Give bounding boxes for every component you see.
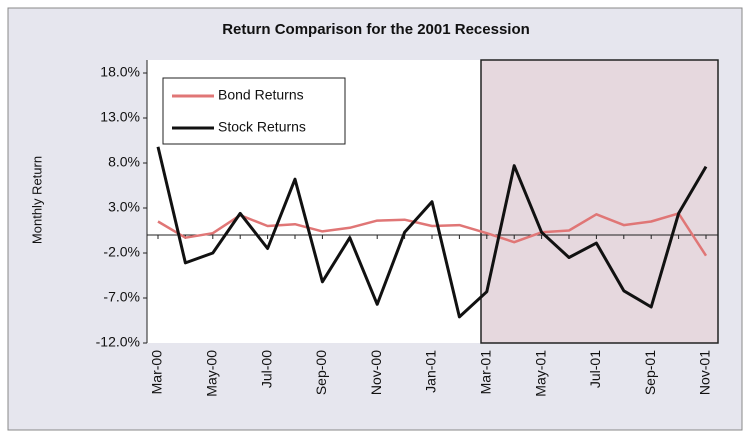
y-tick-label: 13.0% bbox=[100, 109, 140, 125]
y-tick-label: 3.0% bbox=[108, 199, 140, 215]
x-tick-label: Jul-01 bbox=[587, 350, 603, 388]
x-tick-label: Jan-01 bbox=[423, 350, 439, 393]
series-line bbox=[157, 212, 708, 257]
x-tick-label: Jul-00 bbox=[258, 350, 274, 388]
y-tick-label: -2.0% bbox=[103, 244, 140, 260]
legend-box bbox=[162, 77, 346, 145]
x-tick-label: May-01 bbox=[532, 350, 548, 397]
y-tick-label: -7.0% bbox=[103, 289, 140, 305]
x-tick-label: Sep-01 bbox=[642, 350, 658, 395]
x-tick-label: Mar-01 bbox=[478, 350, 494, 395]
x-tick-label: Nov-01 bbox=[697, 350, 713, 395]
y-tick-label: -12.0% bbox=[96, 334, 140, 350]
y-tick-label: 8.0% bbox=[108, 154, 140, 170]
legend-label: Bond Returns bbox=[218, 87, 304, 103]
y-tick-label: 18.0% bbox=[100, 64, 140, 80]
series-line bbox=[156, 146, 708, 319]
x-tick-label: May-00 bbox=[204, 350, 220, 397]
legend-label: Stock Returns bbox=[218, 119, 306, 135]
x-tick-label: Mar-00 bbox=[149, 350, 165, 395]
chart-title: Return Comparison for the 2001 Recession bbox=[222, 21, 530, 38]
x-tick-label: Nov-00 bbox=[368, 350, 384, 395]
x-tick-label: Sep-00 bbox=[313, 350, 329, 395]
y-axis-label: Monthly Return bbox=[29, 156, 44, 244]
recession-shading bbox=[480, 59, 719, 344]
